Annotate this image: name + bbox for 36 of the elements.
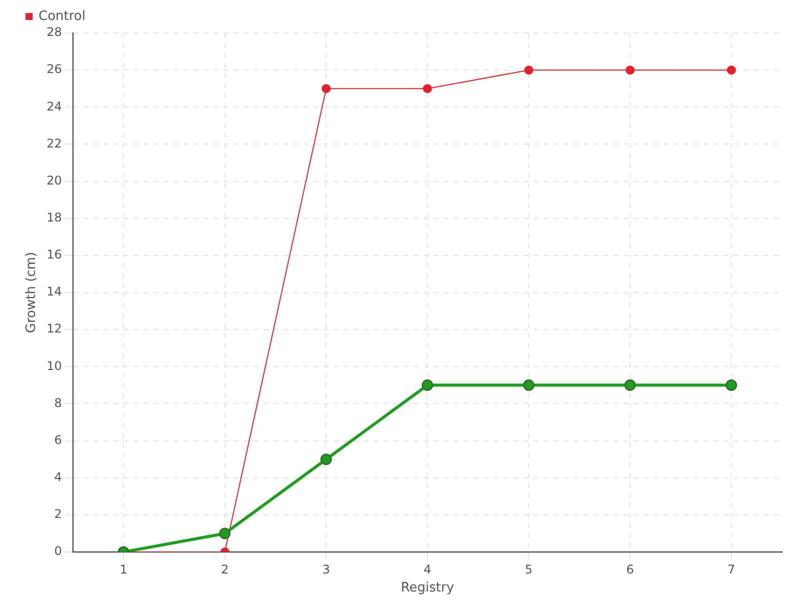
x-tick-label: 7 (728, 562, 736, 576)
x-tick-label: 5 (524, 562, 533, 576)
y-tick-label: 4 (54, 470, 62, 484)
y-tick-label: 14 (46, 284, 62, 299)
y-tick-label: 20 (46, 173, 62, 188)
x-tick-label: 6 (626, 562, 634, 576)
y-tick-label: 8 (54, 396, 62, 410)
point (726, 66, 736, 75)
point (624, 379, 636, 391)
point (422, 379, 434, 391)
y-tick-label: 28 (46, 25, 62, 40)
y-tick-label: 10 (46, 358, 62, 373)
y-tick-label: 0 (54, 544, 62, 558)
y-tick-label: 16 (46, 248, 62, 262)
x-tick-label: 1 (120, 562, 128, 576)
x-axis-title: Registry (400, 580, 454, 596)
point (522, 379, 534, 391)
y-tick-label: 12 (46, 322, 62, 336)
y-tick-label: 6 (54, 432, 62, 447)
y-tick-label: 26 (46, 62, 62, 76)
point (320, 454, 332, 466)
x-tick-label: 4 (424, 562, 432, 576)
legend-label: Control (38, 8, 86, 24)
y-tick-label: 24 (46, 99, 62, 114)
point (726, 379, 738, 391)
point (322, 84, 331, 94)
x-tick-label: 3 (322, 562, 330, 576)
y-axis-title: Growth (cm) (24, 252, 40, 334)
point (626, 66, 635, 75)
y-tick-label: 2 (54, 507, 62, 522)
y-tick-label: 18 (46, 210, 62, 224)
point (524, 66, 534, 75)
y-tick-label: 22 (46, 136, 62, 150)
point (422, 84, 432, 94)
x-tick-label: 2 (221, 562, 229, 576)
point (219, 528, 231, 540)
